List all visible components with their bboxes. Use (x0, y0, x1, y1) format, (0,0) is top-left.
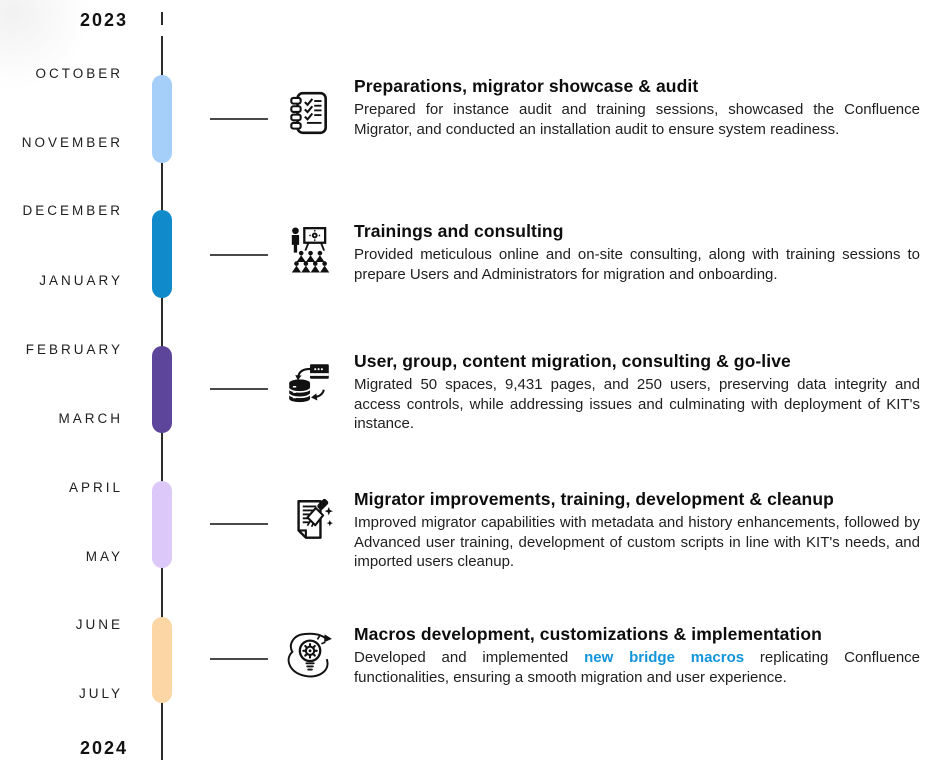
lightbulb-gear-icon (284, 631, 334, 681)
timeline-axis-tick (161, 12, 163, 25)
timeline-pill-dec-jan (152, 210, 172, 298)
entry-title: Migrator improvements, training, develop… (354, 489, 834, 509)
training-presentation-icon (284, 224, 334, 274)
timeline-pill-jun-jul (152, 617, 172, 703)
month-label-january: JANUARY (39, 273, 123, 288)
entry-title: Macros development, customizations & imp… (354, 624, 822, 644)
month-label-july: JULY (78, 686, 123, 701)
month-label-december: DECEMBER (22, 203, 123, 218)
month-label-june: JUNE (75, 617, 123, 632)
entry-body: Provided meticulous online and on-site c… (354, 246, 920, 283)
timeline-entry-migration: User, group, content migration, consulti… (354, 351, 920, 434)
month-label-april: APRIL (68, 480, 123, 495)
connector-line (210, 254, 268, 256)
connector-line (210, 523, 268, 525)
timeline-entry-macros: Macros development, customizations & imp… (354, 624, 920, 687)
timeline-entry-preparations: Preparations, migrator showcase & audit … (354, 76, 920, 139)
timeline-pill-feb-mar (152, 346, 172, 433)
database-migration-icon (284, 359, 334, 409)
entry-title: Preparations, migrator showcase & audit (354, 76, 699, 96)
entry-body: Migrated 50 spaces, 9,431 pages, and 250… (354, 376, 920, 432)
month-label-march: MARCH (58, 411, 123, 426)
entry-body: Improved migrator capabilities with meta… (354, 514, 920, 570)
year-2024: 2024 (79, 738, 128, 758)
connector-line (210, 118, 268, 120)
entry-body-text: replicating Confluence functionalities, … (354, 649, 921, 686)
connector-line (210, 658, 268, 660)
new-bridge-macros-link[interactable]: new bridge macros (584, 649, 745, 666)
month-label-may: MAY (85, 549, 123, 564)
entry-body: Prepared for instance audit and training… (354, 101, 920, 138)
document-cleanup-icon (284, 495, 334, 545)
month-label-february: FEBRUARY (25, 342, 123, 357)
entry-body: Developed and implemented new bridge mac… (354, 648, 920, 687)
checklist-notepad-icon (284, 88, 334, 138)
entry-title: User, group, content migration, consulti… (354, 351, 791, 371)
timeline-pill-apr-may (152, 481, 172, 568)
year-2023: 2023 (79, 10, 128, 30)
timeline-entry-trainings: Trainings and consulting Provided meticu… (354, 221, 920, 284)
month-label-october: OCTOBER (35, 66, 123, 81)
month-label-november: NOVEMBER (21, 135, 123, 150)
timeline-pill-oct-nov (152, 75, 172, 163)
connector-line (210, 388, 268, 390)
entry-body-text: Developed and implemented (354, 649, 585, 666)
timeline-entry-improvements: Migrator improvements, training, develop… (354, 489, 920, 572)
entry-title: Trainings and consulting (354, 221, 564, 241)
